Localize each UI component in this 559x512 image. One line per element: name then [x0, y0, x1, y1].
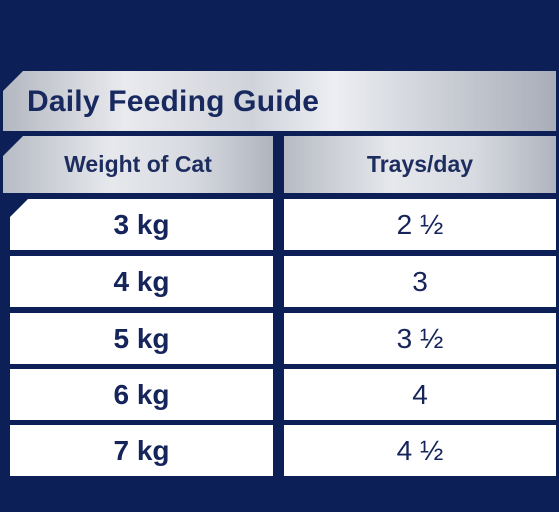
trays-cell: 3 ½ [284, 313, 556, 364]
feeding-guide-title-bar: Daily Feeding Guide [3, 71, 556, 131]
weight-cell: 5 kg [10, 313, 273, 364]
weight-cell: 7 kg [10, 425, 273, 476]
table-row: 5 kg 3 ½ [0, 313, 559, 364]
trays-cell: 4 [284, 369, 556, 420]
table-row: 4 kg 3 [0, 256, 559, 307]
table-row: 3 kg 2 ½ [0, 199, 559, 250]
trays-cell: 2 ½ [284, 199, 556, 250]
trays-cell: 4 ½ [284, 425, 556, 476]
table-row: 7 kg 4 ½ [0, 425, 559, 476]
weight-cell: 6 kg [10, 369, 273, 420]
trays-column-header: Trays/day [284, 136, 556, 193]
weight-column-header: Weight of Cat [3, 136, 273, 193]
weight-cell: 4 kg [10, 256, 273, 307]
trays-cell: 3 [284, 256, 556, 307]
weight-cell: 3 kg [10, 199, 273, 250]
table-row: 6 kg 4 [0, 369, 559, 420]
feeding-guide-title: Daily Feeding Guide [27, 85, 320, 118]
